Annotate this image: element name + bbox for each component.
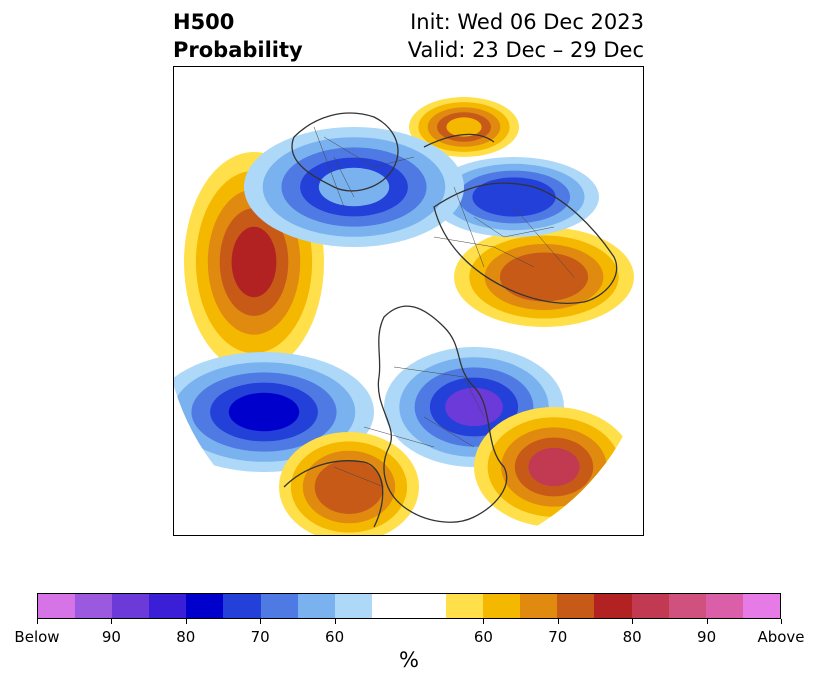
colorbar-tick-mark — [781, 619, 782, 624]
chart-title-left: H500 Probability — [173, 8, 303, 64]
title-variable: H500 — [173, 10, 235, 34]
colorbar-tick-mark — [483, 619, 485, 624]
polar-map — [173, 66, 644, 536]
colorbar-tick-label: 90 — [697, 628, 717, 646]
colorbar-segment — [112, 594, 150, 618]
colorbar-segment — [186, 594, 224, 618]
colorbar-segment — [483, 594, 521, 618]
colorbar-segment — [446, 594, 484, 618]
colorbar-segment — [520, 594, 558, 618]
colorbar-segment — [408, 594, 447, 618]
colorbar-segment — [149, 594, 187, 618]
colorbar-tick-label: 70 — [250, 628, 270, 646]
colorbar-tick-mark — [557, 619, 559, 624]
colorbar-segment — [631, 594, 669, 618]
colorbar-segment — [38, 594, 76, 618]
colorbar-tick-mark — [111, 619, 113, 624]
colorbar-tick-label: Above — [757, 628, 805, 646]
colorbar-segment — [668, 594, 706, 618]
colorbar-segment — [705, 594, 743, 618]
anomaly-north-atlantic-above — [474, 407, 634, 527]
colorbar-tick-mark — [706, 619, 708, 624]
colorbar-tick-mark — [260, 619, 262, 624]
anomaly-asia-below — [429, 157, 599, 237]
colorbar-tick-label: 90 — [101, 628, 121, 646]
anomaly-layer — [174, 97, 634, 535]
colorbar-segment — [371, 594, 409, 618]
anomaly-alaska-below — [244, 127, 464, 247]
colorbar-segment — [75, 594, 113, 618]
colorbar-tick-label: 70 — [548, 628, 568, 646]
coastlines — [283, 112, 618, 528]
colorbar-tick-mark — [37, 619, 38, 624]
colorbar-tick-label: Below — [14, 628, 60, 646]
colorbar-segment — [742, 594, 780, 618]
borders — [313, 126, 575, 488]
colorbar-tick-mark — [632, 619, 634, 624]
valid-range: Valid: 23 Dec – 29 Dec — [407, 38, 644, 62]
chart-title-right: Init: Wed 06 Dec 2023 Valid: 23 Dec – 29… — [408, 8, 644, 64]
colorbar-unit-label: % — [399, 648, 419, 672]
colorbar-tick-label: 80 — [176, 628, 196, 646]
colorbar-segment — [594, 594, 632, 618]
colorbar-tick-label: 60 — [473, 628, 493, 646]
colorbar-segment — [297, 594, 335, 618]
colorbar-segment — [223, 594, 261, 618]
map-svg — [174, 97, 634, 535]
title-product: Probability — [173, 38, 303, 62]
anomaly-siberia-above — [454, 227, 634, 327]
colorbar-tick-label: 80 — [622, 628, 642, 646]
colorbar-tick-mark — [185, 619, 187, 624]
colorbar-tick-label: 60 — [325, 628, 345, 646]
colorbar-tick-mark — [334, 619, 336, 624]
colorbar — [37, 593, 781, 619]
colorbar-segment — [557, 594, 595, 618]
init-date: Init: Wed 06 Dec 2023 — [410, 10, 644, 34]
colorbar-segment — [334, 594, 372, 618]
colorbar-segment — [260, 594, 298, 618]
anomaly-southwest-us-above — [279, 432, 419, 535]
